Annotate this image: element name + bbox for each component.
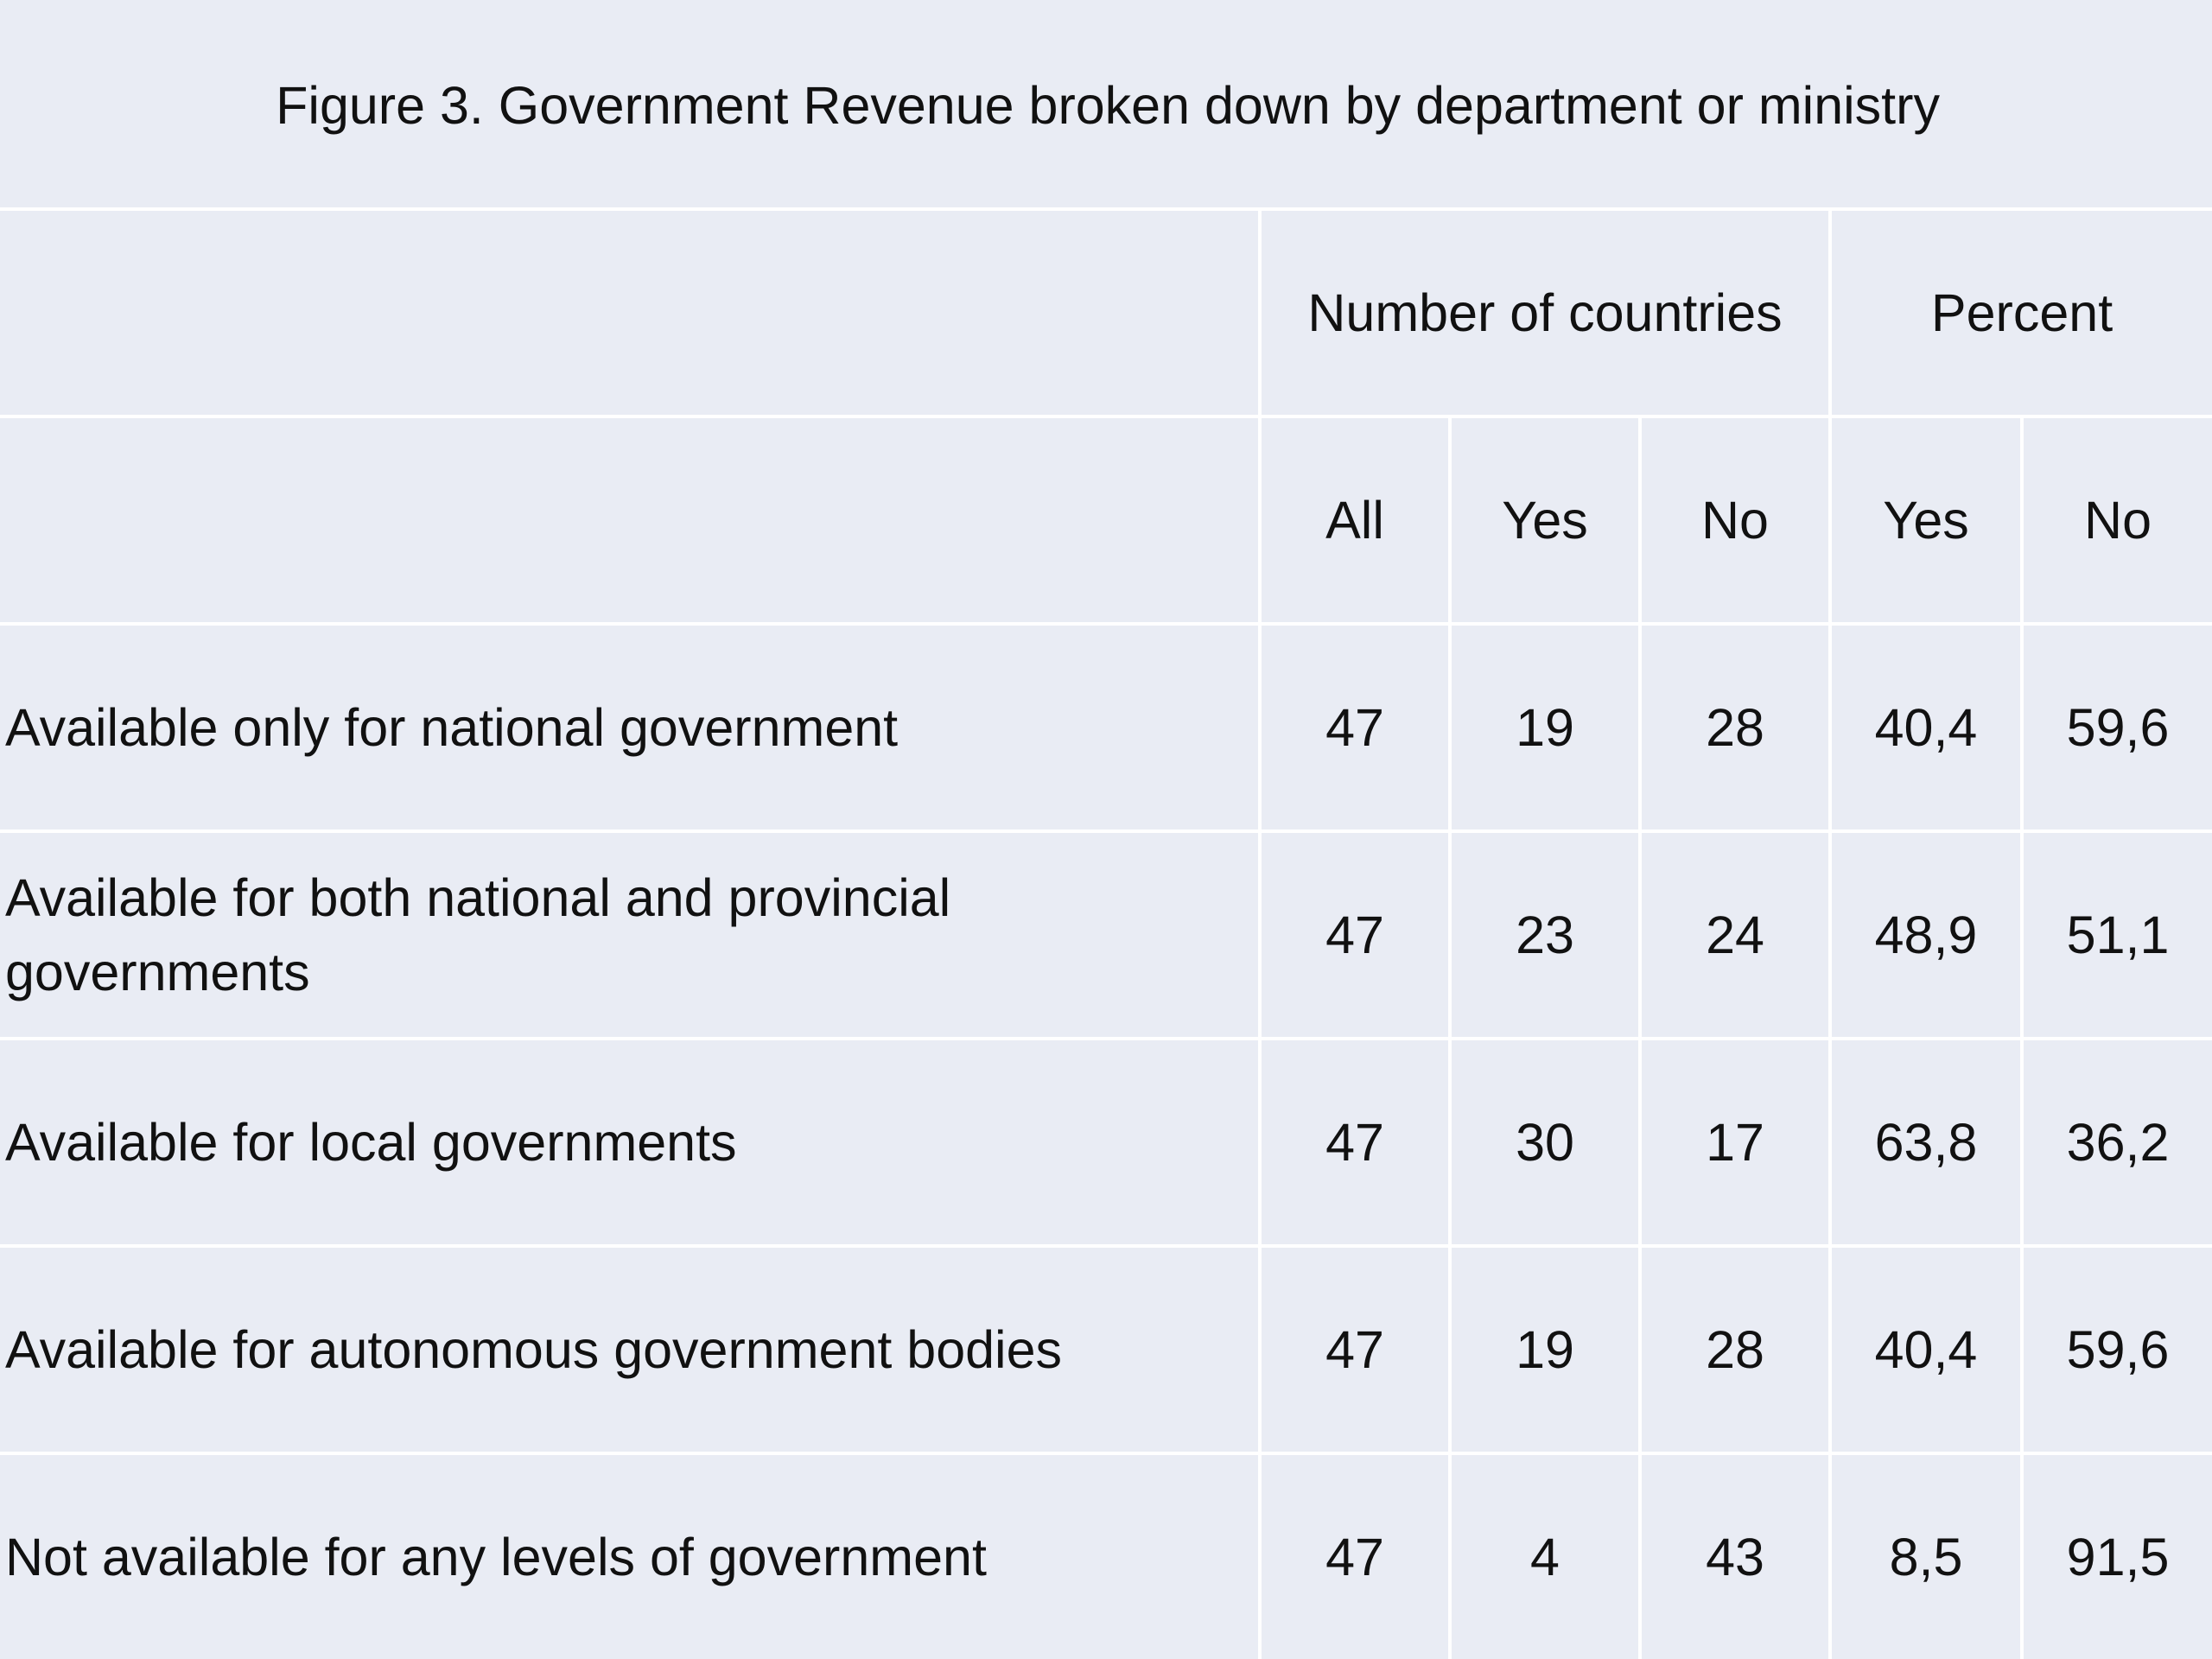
cell-pct-no: 59,6 [2019, 1244, 2212, 1455]
header-count-yes: Yes [1448, 415, 1642, 626]
cell-all: 47 [1258, 622, 1452, 833]
cell-count-no: 28 [1638, 1244, 1832, 1455]
cell-count-yes: 19 [1448, 622, 1642, 833]
row-label: Available for local governments [0, 1037, 1262, 1248]
cell-all: 47 [1258, 1244, 1452, 1455]
cell-count-yes: 30 [1448, 1037, 1642, 1248]
header-all: All [1258, 415, 1452, 626]
cell-count-no: 17 [1638, 1037, 1832, 1248]
table-row: Available only for national government 4… [0, 622, 2212, 833]
empty-header-cell [0, 207, 1262, 418]
cell-pct-yes: 63,8 [1828, 1037, 2024, 1248]
cell-count-yes: 19 [1448, 1244, 1642, 1455]
row-label: Not available for any levels of governme… [0, 1452, 1262, 1659]
title-row: Figure 3. Government Revenue broken down… [0, 0, 2212, 211]
cell-pct-yes: 40,4 [1828, 1244, 2024, 1455]
header-pct-yes: Yes [1828, 415, 2024, 626]
empty-subheader-cell [0, 415, 1262, 626]
table-title: Figure 3. Government Revenue broken down… [0, 0, 2212, 211]
cell-all: 47 [1258, 830, 1452, 1040]
header-percent: Percent [1827, 207, 2212, 418]
header-number-of-countries: Number of countries [1258, 207, 1832, 418]
group-header-row: Number of countries Percent [0, 207, 2212, 418]
cell-count-no: 43 [1638, 1452, 1832, 1659]
cell-pct-yes: 8,5 [1828, 1452, 2024, 1659]
table-row: Not available for any levels of governme… [0, 1452, 2212, 1659]
sub-header-row: All Yes No Yes No [0, 415, 2212, 626]
cell-pct-no: 36,2 [2019, 1037, 2212, 1248]
cell-pct-yes: 40,4 [1828, 622, 2024, 833]
cell-count-no: 24 [1638, 830, 1832, 1040]
table-row: Available for both national and provinci… [0, 830, 2212, 1040]
row-label: Available for both national and provinci… [0, 830, 1262, 1040]
row-label: Available for autonomous government bodi… [0, 1244, 1262, 1455]
header-count-no: No [1638, 415, 1832, 626]
table-row: Available for autonomous government bodi… [0, 1244, 2212, 1455]
table-row: Available for local governments 47 30 17… [0, 1037, 2212, 1248]
cell-count-yes: 23 [1448, 830, 1642, 1040]
cell-pct-no: 51,1 [2019, 830, 2212, 1040]
row-label: Available only for national government [0, 622, 1262, 833]
cell-all: 47 [1258, 1452, 1452, 1659]
header-pct-no: No [2019, 415, 2212, 626]
cell-count-no: 28 [1638, 622, 1832, 833]
cell-count-yes: 4 [1448, 1452, 1642, 1659]
cell-pct-no: 59,6 [2019, 622, 2212, 833]
cell-pct-no: 91,5 [2019, 1452, 2212, 1659]
cell-all: 47 [1258, 1037, 1452, 1248]
cell-pct-yes: 48,9 [1828, 830, 2024, 1040]
